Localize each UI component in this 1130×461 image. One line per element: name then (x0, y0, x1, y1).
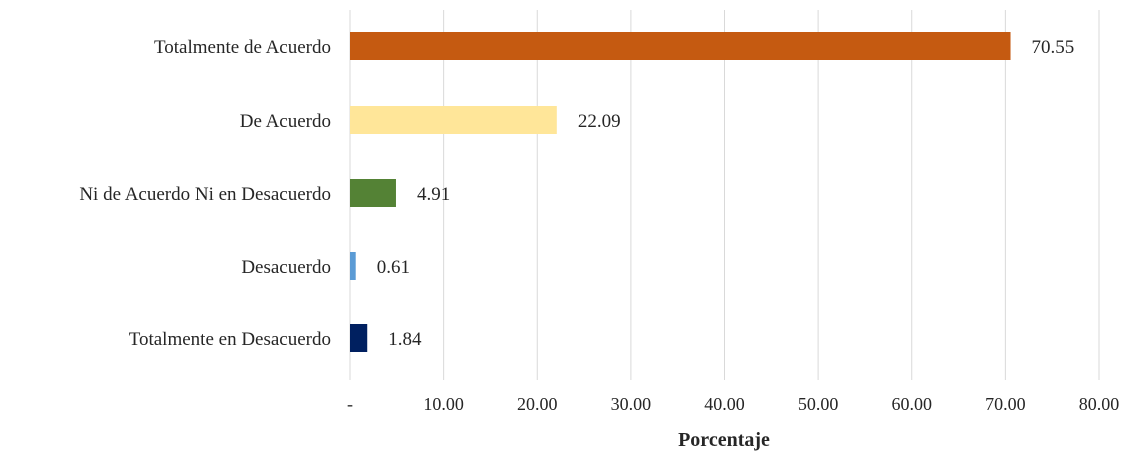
data-labels: 70.55 22.09 4.91 0.61 1.84 (377, 37, 1075, 350)
x-tick-label: 70.00 (985, 394, 1026, 414)
x-tick-label: 80.00 (1079, 394, 1120, 414)
bar (350, 179, 396, 207)
category-label: Totalmente en Desacuerdo (129, 329, 331, 350)
x-tick-label: 30.00 (611, 394, 652, 414)
x-axis-title: Porcentaje (678, 429, 770, 451)
data-label: 0.61 (377, 257, 410, 278)
category-label: Totalmente de Acuerdo (154, 37, 331, 58)
x-tick-label: 60.00 (892, 394, 933, 414)
bar (350, 252, 356, 280)
bar (350, 32, 1011, 60)
bars (350, 32, 1011, 352)
x-tick-label: 50.00 (798, 394, 839, 414)
x-tick-label: 10.00 (423, 394, 464, 414)
category-labels: Totalmente de Acuerdo De Acuerdo Ni de Acu… (79, 37, 331, 350)
data-label: 1.84 (388, 329, 422, 350)
bar (350, 324, 368, 352)
data-label: 4.91 (417, 184, 450, 205)
x-tick-label: 20.00 (517, 394, 558, 414)
grid-lines (349, 10, 1100, 380)
data-label: 22.09 (578, 111, 621, 132)
x-tick-labels: - 10.00 20.00 30.00 40.00 50.00 60.00 70.00 80.0… (347, 394, 1119, 414)
category-label: Desacuerdo (241, 257, 331, 278)
category-label: De Acuerdo (240, 111, 331, 132)
category-label: Ni de Acuerdo Ni en Desacuerdo (79, 184, 331, 205)
data-label: 70.55 (1032, 37, 1075, 58)
x-tick-label: - (347, 394, 353, 414)
bar (350, 106, 557, 134)
x-tick-label: 40.00 (704, 394, 745, 414)
